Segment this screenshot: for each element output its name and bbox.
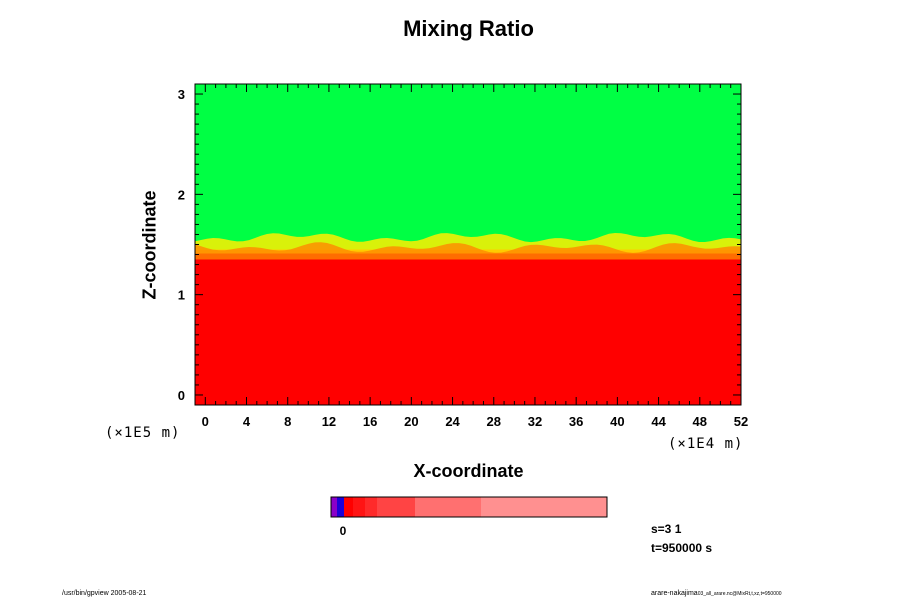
colorbar-swatch <box>481 497 607 517</box>
chart-title: Mixing Ratio <box>403 16 534 41</box>
colorbar-swatch <box>377 497 415 517</box>
colorbar-swatch <box>353 497 365 517</box>
x-tick-label: 40 <box>610 414 624 429</box>
x-tick-label: 36 <box>569 414 583 429</box>
colorbar-swatch <box>415 497 481 517</box>
interface-band-lower <box>195 242 741 260</box>
x-tick-label: 24 <box>445 414 460 429</box>
footer-right: arare-nakajima03_all_arare.nc@MixRt,t,xz… <box>651 590 782 597</box>
x-tick-label: 28 <box>487 414 501 429</box>
footer-author: arare-nakajima <box>651 590 698 597</box>
x-unit-label: (×1E4 m) <box>668 436 744 452</box>
x-tick-label: 4 <box>243 414 251 429</box>
colorbar-swatch <box>337 497 344 517</box>
x-tick-label: 12 <box>322 414 336 429</box>
y-unit-label: (×1E5 m) <box>105 425 181 441</box>
x-tick-label: 0 <box>202 414 209 429</box>
upper-region <box>195 84 741 250</box>
x-tick-label: 16 <box>363 414 377 429</box>
colorbar-tick-label: 0 <box>340 524 347 538</box>
x-tick-label: 8 <box>284 414 291 429</box>
y-axis-label: Z-coordinate <box>139 190 160 300</box>
colorbar-swatch <box>331 497 337 517</box>
y-tick-label: 3 <box>178 87 185 102</box>
footer-left: /usr/bin/gpview 2005-08-21 <box>62 590 147 597</box>
x-tick-label: 32 <box>528 414 542 429</box>
x-axis-label: X-coordinate <box>413 461 524 481</box>
x-tick-label: 44 <box>651 414 666 429</box>
step-annotation: s=3 1 <box>651 522 682 536</box>
time-annotation: t=950000 s <box>651 541 713 555</box>
colorbar-frame <box>330 496 608 518</box>
y-tick-label: 0 <box>178 388 185 403</box>
y-tick-label: 1 <box>178 288 185 303</box>
lower-region <box>195 249 741 405</box>
colorbar-swatch <box>344 497 353 517</box>
x-tick-label: 20 <box>404 414 418 429</box>
colorbar-swatch <box>365 497 377 517</box>
y-tick-label: 2 <box>178 187 185 202</box>
x-tick-label: 48 <box>693 414 707 429</box>
footer-file: 03_all_arare.nc@MixRt,t,xz,t=950000 <box>697 591 782 597</box>
x-tick-label: 52 <box>734 414 748 429</box>
